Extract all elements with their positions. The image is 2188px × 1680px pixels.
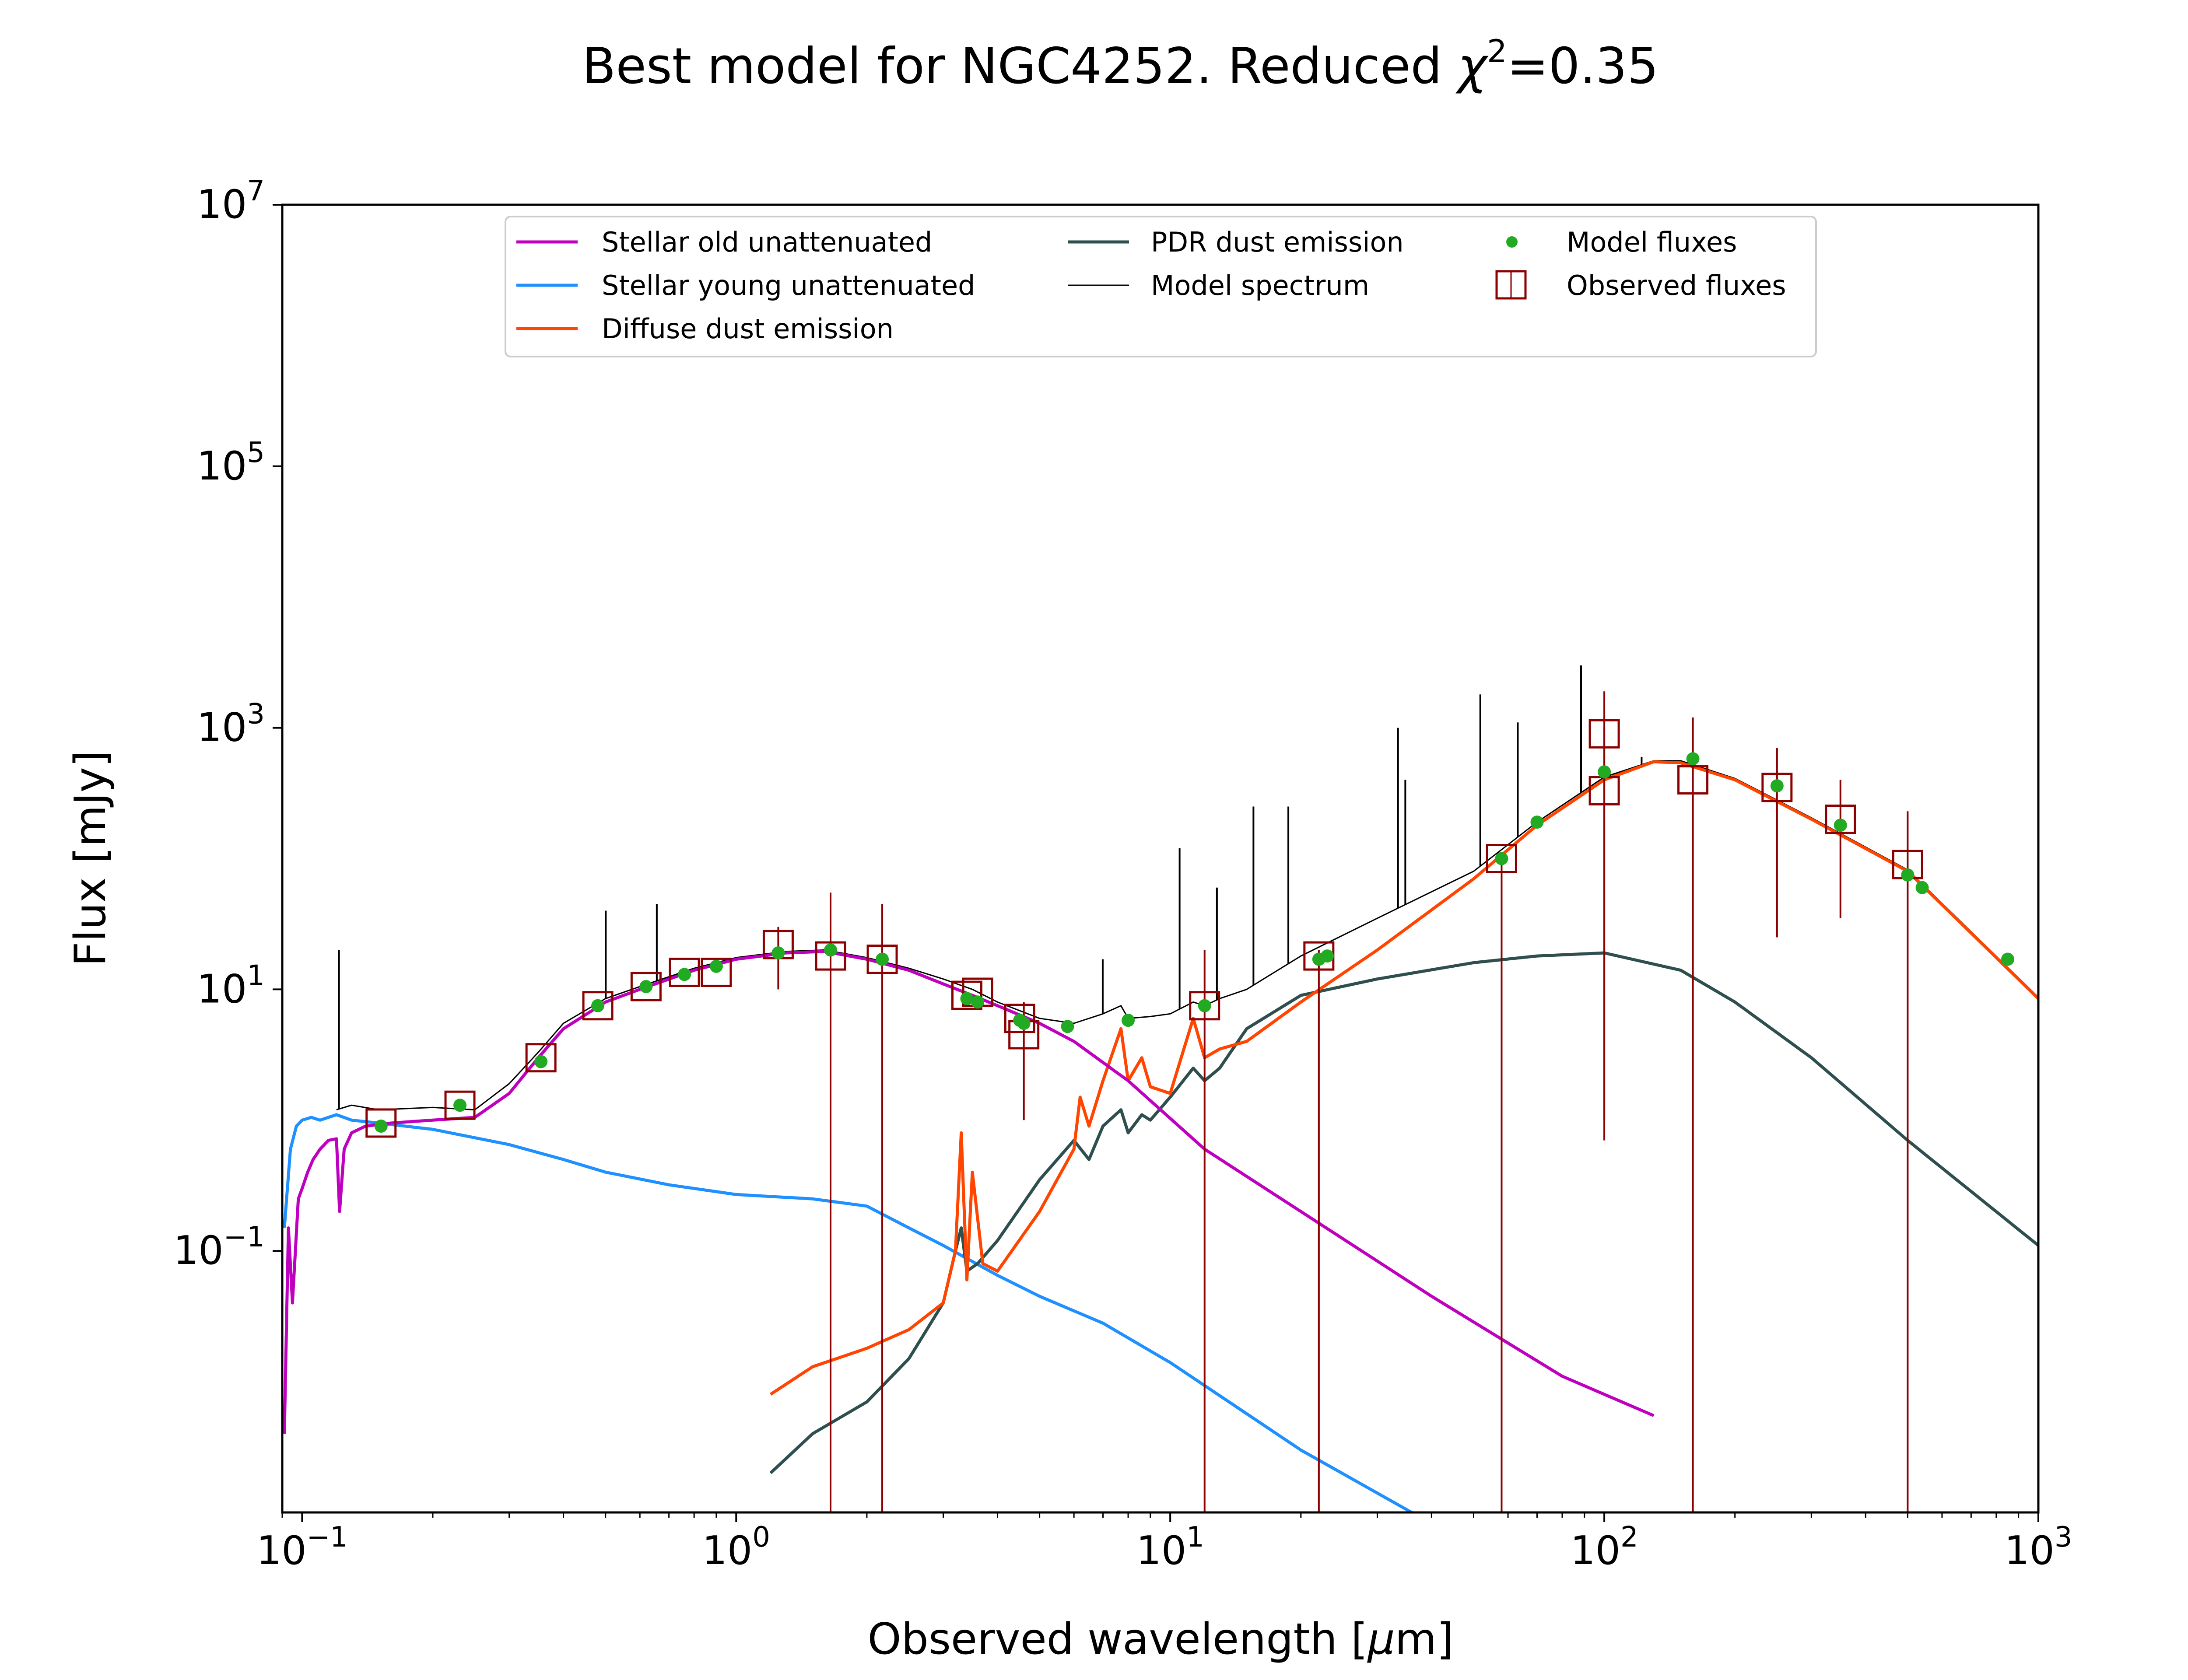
legend-label-pdr-dust: PDR dust emission [1151,226,1404,258]
plot-area [282,205,2038,1512]
model-flux-point-24 [1834,819,1847,832]
legend-frame [505,216,1817,357]
observed-flux-marker-2 [525,1043,557,1073]
y-axis-label: Flux [mJy] [66,750,116,966]
series-layer [283,665,2038,1512]
model-flux-point-7 [771,946,785,960]
y-tick-label-0: 10−1 [173,1221,265,1274]
observed-flux-marker-3 [582,991,614,1021]
model-flux-point-25 [1901,868,1914,882]
observed-flux-marker-16 [1486,844,1517,873]
x-tick-label-1: 100 [702,1521,770,1574]
axes-frame [281,203,2040,1514]
model-flux-point-23 [1770,779,1784,793]
x-tick-label-2: 101 [1136,1521,1204,1574]
model-flux-point-1 [453,1099,467,1112]
model-flux-point-4 [639,980,653,994]
model-flux-point-11 [971,995,985,1009]
model-flux-point-3 [591,999,605,1012]
legend-swatch-model-fluxes [1506,236,1518,248]
observed-flux-marker-10 [951,980,982,1010]
observed-flux-marker-20 [1761,773,1793,802]
model-flux-point-8 [824,943,838,957]
series-line-pdr-dust [769,951,2038,1474]
observed-flux-marker-8 [815,941,846,971]
legend: Stellar old unattenuated Stellar young u… [505,216,1817,357]
model-flux-point-26 [1915,881,1929,894]
x-tick-label-3: 102 [1570,1521,1638,1574]
observed-flux-marker-5 [669,957,700,987]
x-axis-label: Observed wavelength [μm] [868,1614,1454,1664]
model-flux-point-19 [1495,852,1508,865]
legend-label-stellar-old: Stellar old unattenuated [602,226,932,258]
ticks-layer: 10−1 100 101 102 103 10−1 101 103 105 107 [173,175,2072,1574]
model-flux-point-9 [876,952,889,966]
y-tick-label-1: 101 [197,959,265,1012]
legend-label-model-fluxes: Model fluxes [1567,226,1737,258]
x-tick-label-0: 10−1 [256,1521,348,1574]
observed-flux-marker-9 [866,945,898,974]
observed-flux-marker-0 [365,1108,397,1138]
legend-label-model-spectrum: Model spectrum [1151,270,1369,301]
series-line-stellar-old [283,950,1655,1434]
observed-flux-marker-4 [630,972,662,1001]
observed-flux-marker-1 [444,1090,476,1120]
model-flux-point-22 [1686,752,1700,766]
legend-label-diffuse-dust: Diffuse dust emission [602,313,894,345]
observed-flux-marker-19 [1677,765,1709,795]
model-flux-point-16 [1198,999,1211,1012]
model-flux-point-18 [1320,949,1334,963]
y-tick-label-4: 107 [197,175,265,228]
legend-label-stellar-young: Stellar young unattenuated [602,270,975,301]
series-line-stellar-young [283,1113,1413,1512]
model-flux-point-5 [678,968,691,981]
model-flux-point-21 [1598,765,1611,779]
model-flux-point-20 [1530,816,1544,829]
x-tick-label-4: 103 [2004,1521,2072,1574]
model-flux-point-14 [1061,1020,1074,1033]
chart-title: Best model for NGC4252. Reduced χ2=0.35 [582,33,1659,95]
y-tick-label-2: 103 [197,698,265,751]
observed-flux-marker-14 [1189,991,1220,1021]
model-flux-point-6 [709,959,723,973]
series-line-model-spectrum [336,760,2038,1111]
model-flux-point-15 [1122,1014,1135,1027]
model-flux-point-13 [1017,1017,1031,1030]
y-tick-label-3: 105 [197,437,265,489]
observed-flux-marker-12 [1004,1004,1035,1033]
model-flux-point-2 [534,1055,548,1068]
observed-flux-marker-6 [701,957,732,987]
observed-flux-marker-21 [1825,805,1856,834]
legend-label-observed-fluxes: Observed fluxes [1567,270,1786,301]
model-flux-point-0 [374,1119,388,1133]
model-flux-point-10 [960,992,974,1005]
model-flux-point-27 [2001,952,2014,966]
